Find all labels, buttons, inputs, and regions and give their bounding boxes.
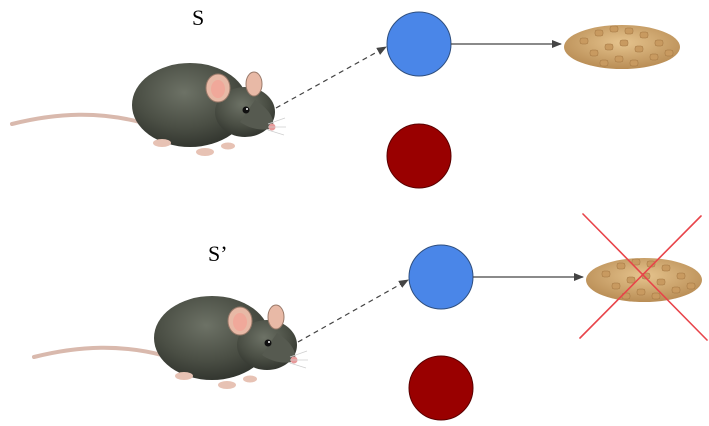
- dashed-arrow-bottom: [297, 279, 409, 343]
- rat-icon: [10, 63, 286, 156]
- red-circle-bottom: [408, 355, 474, 421]
- state-label-s: S: [192, 5, 204, 30]
- rat-icon: [32, 296, 308, 389]
- state-label-s-prime: S’: [208, 241, 228, 266]
- cross-out-icon: [579, 213, 708, 341]
- red-circle-top: [386, 123, 452, 189]
- food-pellets-icon: [586, 258, 702, 302]
- scenario-bottom: S’: [32, 213, 708, 421]
- scenario-top: S: [10, 5, 680, 189]
- food-pellets-icon: [564, 25, 680, 69]
- dashed-arrow-top: [275, 46, 387, 109]
- blue-circle-bottom: [408, 244, 474, 310]
- blue-circle-top: [386, 11, 452, 77]
